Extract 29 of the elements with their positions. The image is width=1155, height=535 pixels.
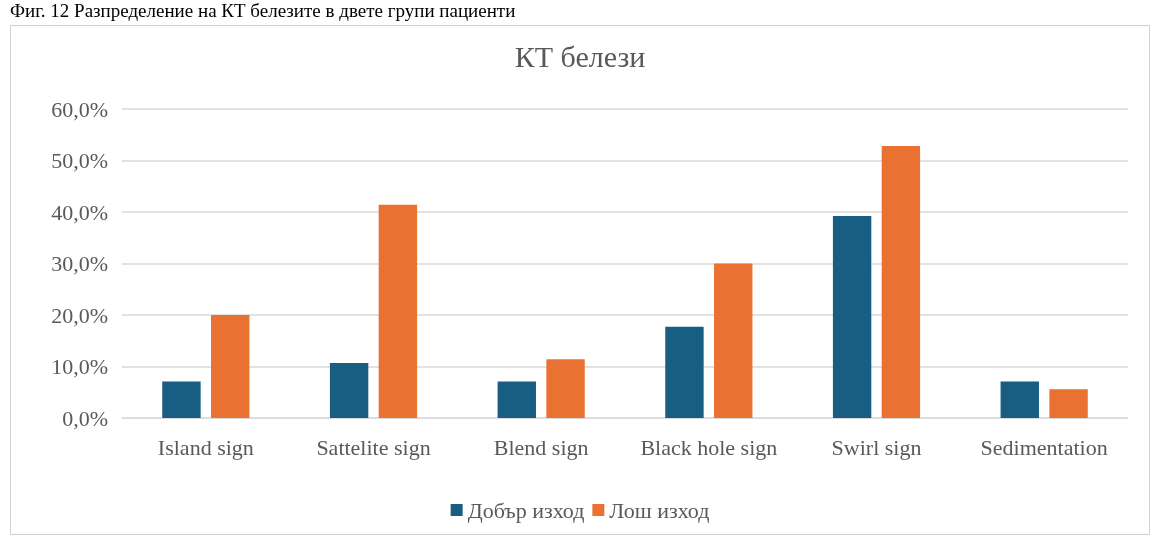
- y-tick-label: 0,0%: [62, 405, 108, 431]
- x-tick-label: Island sign: [157, 434, 254, 460]
- bar: [832, 216, 872, 418]
- bar: [211, 315, 250, 418]
- bar: [665, 326, 704, 418]
- bar: [329, 362, 369, 418]
- x-tick-label: Blend sign: [493, 434, 589, 460]
- bar: [497, 381, 536, 418]
- bar: [714, 263, 753, 418]
- y-tick-label: 40,0%: [51, 199, 108, 225]
- text: Фиг. 12 Разпределение на КТ белезите в двете групи пациенти: [10, 0, 516, 22]
- bar: [378, 204, 418, 418]
- bar: [546, 359, 585, 418]
- chart-title: КТ белези: [514, 39, 646, 73]
- x-tick-label: Sedimentation: [980, 434, 1108, 460]
- legend-label: Лош изход: [609, 497, 710, 523]
- x-tick-label: Swirl sign: [831, 434, 922, 460]
- y-tick-label: 60,0%: [51, 96, 108, 122]
- y-tick-label: 20,0%: [51, 302, 108, 328]
- legend-label: Добър изход: [467, 497, 585, 523]
- bar: [881, 146, 921, 418]
- x-tick-label: Black hole sign: [640, 434, 778, 460]
- bar: [162, 381, 201, 418]
- bar: [1049, 389, 1088, 418]
- bar: [1000, 381, 1039, 418]
- y-tick-label: 50,0%: [51, 148, 108, 173]
- x-tick-label: Sattelite sign: [316, 434, 431, 460]
- y-tick-label: 30,0%: [51, 251, 108, 276]
- y-tick-label: 10,0%: [51, 354, 108, 379]
